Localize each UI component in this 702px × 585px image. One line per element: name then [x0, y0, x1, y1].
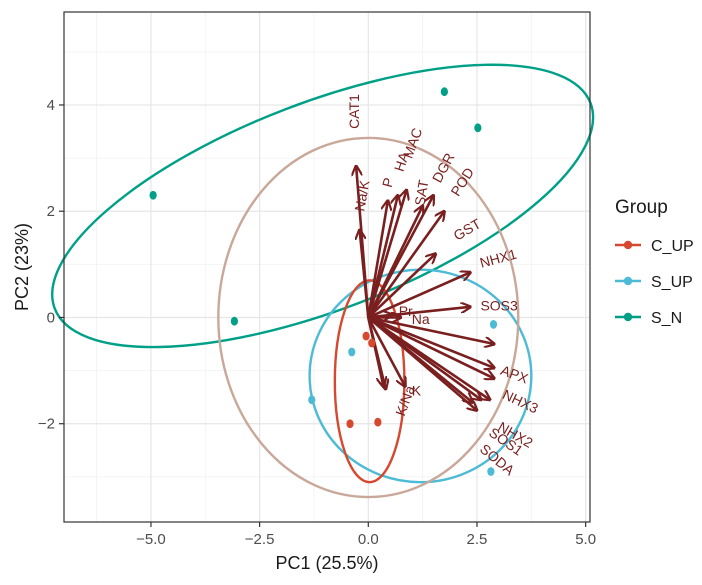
y-tick-label: 2 [47, 203, 55, 220]
loading-label: SAT [411, 178, 431, 207]
y-tick-label: 0 [47, 309, 55, 326]
point-c_up [368, 338, 376, 348]
loading-arrow [367, 317, 385, 389]
loading-arrow [367, 190, 406, 318]
plot-panel [64, 12, 590, 522]
plot-border [63, 11, 591, 523]
loading-arrow [367, 316, 405, 386]
point-s_n [149, 190, 157, 200]
grid-major [64, 12, 590, 522]
point-s_up [348, 347, 356, 357]
point-c_up [346, 419, 354, 429]
loading-arrow [367, 316, 494, 367]
ellipse-correlation-circle [217, 136, 520, 499]
point-s_n [440, 87, 448, 97]
point-c_up [374, 417, 382, 427]
legend: Group C_UP S_UP S_N [615, 197, 694, 327]
legend-title: Group [615, 197, 668, 218]
legend-label: S_UP [651, 274, 693, 291]
legend-label: S_N [651, 310, 682, 327]
x-tick-label: −5.0 [136, 531, 166, 548]
loading-label: K [412, 383, 422, 399]
loading-label: Na/K [351, 178, 372, 212]
x-tick-label: −2.5 [245, 531, 275, 548]
loading-arrow [367, 201, 388, 318]
point-s_n [474, 123, 482, 133]
x-tick-label: 2.5 [467, 531, 488, 548]
y-axis-ticks: −2 0 2 4 [38, 97, 64, 433]
y-tick-label: −2 [38, 416, 55, 433]
legend-label: C_UP [651, 238, 694, 255]
x-axis-ticks: −5.0 −2.5 0.0 2.5 5.0 [136, 522, 596, 548]
y-tick-label: 4 [47, 97, 55, 114]
point-s_up [308, 395, 316, 405]
y-axis-title: PC2 (23%) [12, 223, 32, 311]
point-s_up [487, 467, 495, 476]
x-tick-label: 0.0 [358, 531, 379, 548]
loading-arrow [367, 316, 494, 378]
legend-key-point [623, 240, 633, 250]
legend-key-point [623, 276, 633, 286]
loading-label: HA [391, 149, 412, 173]
point-s_n [230, 316, 239, 326]
loading-label: SOS3 [480, 298, 518, 314]
loading-arrows [356, 166, 494, 410]
loading-arrow [368, 316, 494, 344]
point-s_up [489, 319, 498, 329]
loading-arrow [360, 230, 370, 318]
point-c_up [362, 331, 370, 341]
loading-arrow [367, 211, 444, 319]
loading-label: Na [412, 311, 430, 327]
legend-key-point [623, 312, 633, 322]
x-tick-label: 5.0 [575, 531, 596, 548]
loading-arrow [367, 316, 477, 410]
loading-label: P [379, 176, 397, 189]
loading-arrow [367, 206, 422, 319]
x-axis-title: PC1 (25.5%) [275, 553, 378, 573]
loading-arrow [367, 254, 435, 319]
loading-label: CAT1 [346, 94, 362, 129]
score-points [149, 87, 498, 476]
loading-label: Pr [399, 303, 413, 319]
